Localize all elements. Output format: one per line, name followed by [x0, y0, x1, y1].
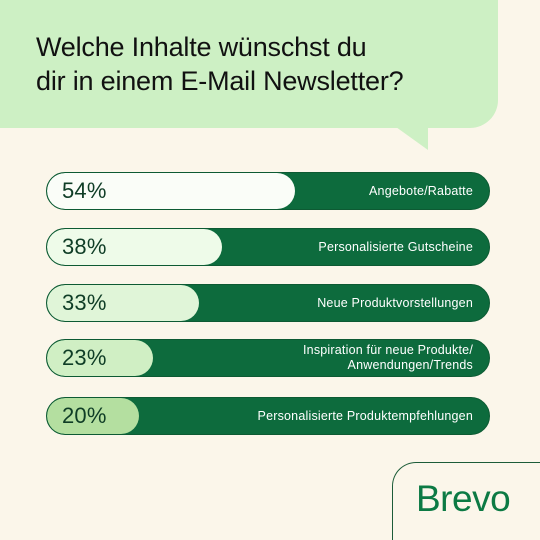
title-line-2: dir in einem E-Mail Newsletter?: [36, 66, 404, 96]
bar-fill: [47, 173, 295, 209]
bar-category-text: Inspiration für neue Produkte/ Anwendung…: [303, 343, 473, 372]
bar-fill: [47, 229, 222, 265]
bar-category-label: Neue Produktvorstellungen: [233, 285, 473, 321]
bar-category-label: Personalisierte Produktempfehlungen: [233, 398, 473, 434]
bar-category-text: Personalisierte Produktempfehlungen: [257, 408, 473, 423]
bar-category-label: Inspiration für neue Produkte/ Anwendung…: [233, 340, 473, 376]
bar-value-label: 33%: [62, 290, 107, 315]
bar-value-label: 54%: [62, 178, 107, 203]
bar-fill: [47, 285, 199, 321]
bar-row: 33% Neue Produktvorstellungen: [46, 284, 490, 322]
bar-fill: [47, 340, 153, 376]
bar-category-text: Neue Produktvorstellungen: [317, 295, 473, 310]
bar-value-label: 23%: [62, 345, 107, 370]
bar-category-label: Angebote/Rabatte: [233, 173, 473, 209]
title-line-1: Welche Inhalte wünschst du: [36, 32, 367, 62]
bar-row: 23% Inspiration für neue Produkte/ Anwend…: [46, 339, 490, 377]
bar-fill: [47, 398, 139, 434]
bar-row: 54% Angebote/Rabatte: [46, 172, 490, 210]
brand-logo: Brevo: [416, 478, 511, 519]
logo-frame: [392, 462, 540, 540]
bar-category-text: Personalisierte Gutscheine: [318, 239, 473, 254]
bar-category-label: Personalisierte Gutscheine: [233, 229, 473, 265]
bar-row: 38% Personalisierte Gutscheine: [46, 228, 490, 266]
title-bubble: [0, 0, 498, 128]
chart-title: Welche Inhalte wünschst du dir in einem …: [36, 30, 486, 98]
bar-value-label: 20%: [62, 403, 107, 428]
bar-category-text: Angebote/Rabatte: [369, 183, 473, 198]
bar-value-label: 38%: [62, 234, 107, 259]
bar-row: 20% Personalisierte Produktempfehlungen: [46, 397, 490, 435]
